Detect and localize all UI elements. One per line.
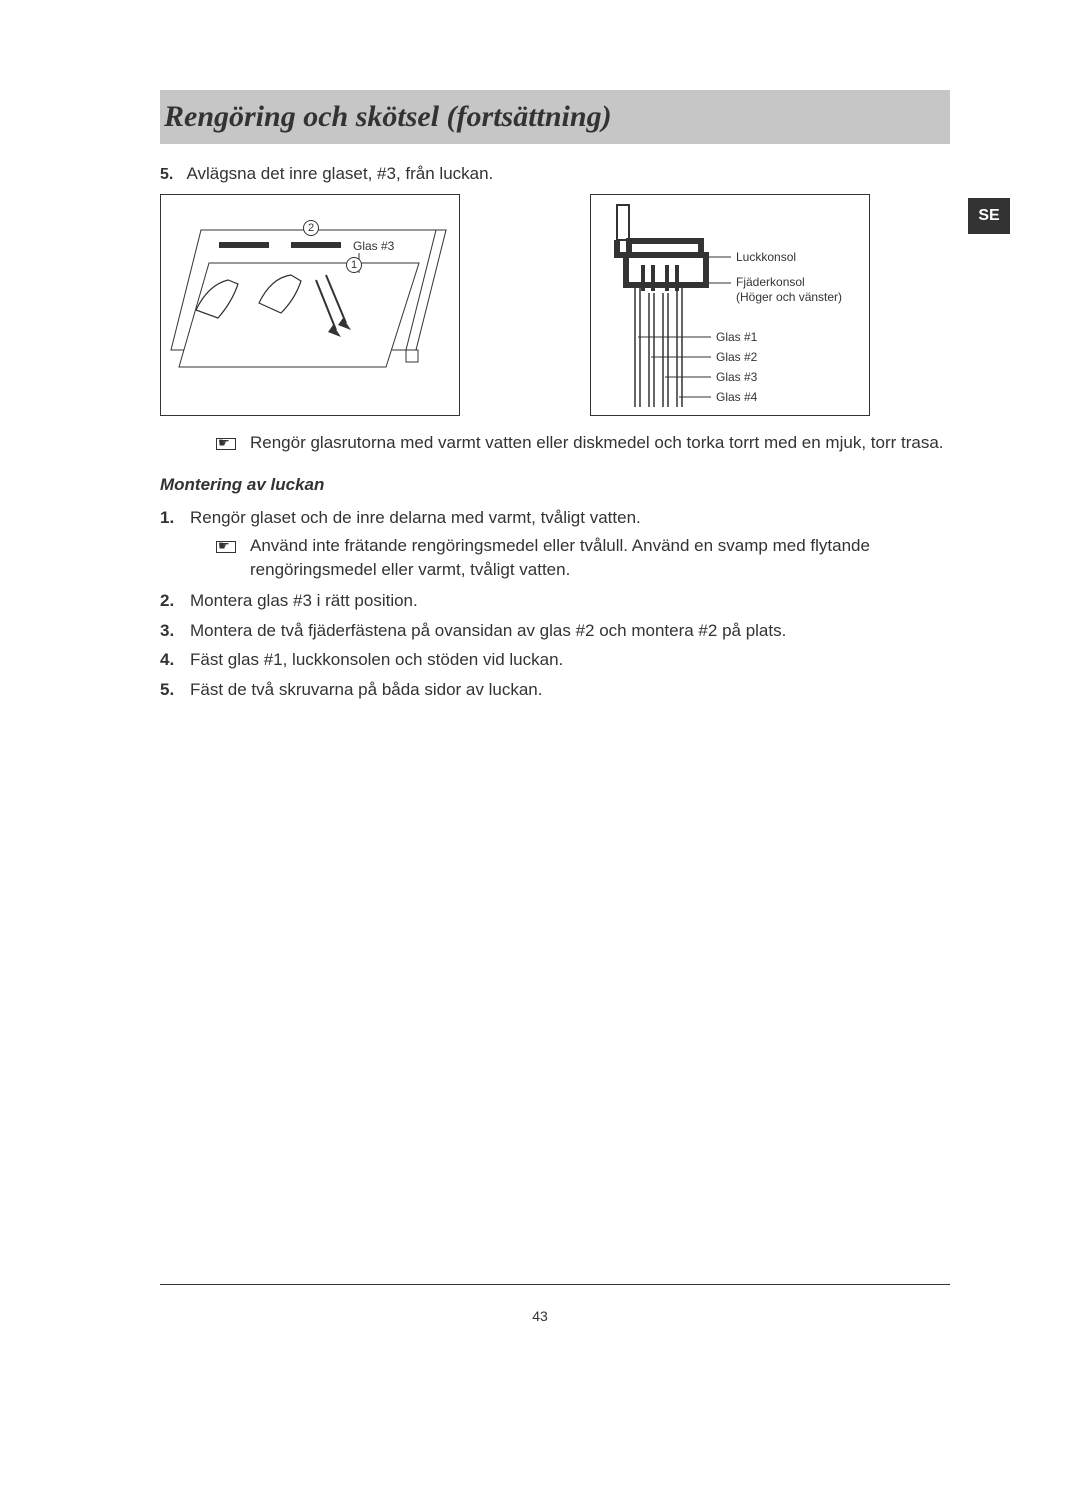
glass3-label: Glas #3 [353, 239, 394, 253]
pointing-hand-icon [216, 432, 250, 457]
label-glas4: Glas #4 [716, 390, 757, 405]
label-glas2: Glas #2 [716, 350, 757, 365]
list-item: 5. Fäst de två skruvarna på båda sidor a… [160, 677, 950, 703]
label-glas1: Glas #1 [716, 330, 757, 345]
footer-rule [160, 1284, 950, 1285]
list-item: 4. Fäst glas #1, luckkonsolen och stöden… [160, 647, 950, 673]
item-number: 5. [160, 677, 190, 703]
sub-note: Använd inte frätande rengöringsmedel ell… [216, 534, 950, 582]
language-tab: SE [968, 198, 1010, 234]
item-number: 1. [160, 505, 190, 531]
item-text: Rengör glaset och de inre delarna med va… [190, 505, 641, 531]
step-5: 5. Avlägsna det inre glaset, #3, från lu… [160, 164, 950, 184]
sub-note-text: Använd inte frätande rengöringsmedel ell… [250, 534, 950, 582]
item-number: 3. [160, 618, 190, 644]
section-title: Rengöring och skötsel (fortsättning) [164, 100, 950, 134]
step-5-text: Avlägsna det inre glaset, #3, från lucka… [186, 164, 493, 183]
label-hoger-vanster: (Höger och vänster) [736, 290, 842, 305]
figures-row: 2 1 Glas #3 [160, 194, 950, 416]
page-number: 43 [0, 1308, 1080, 1324]
figure-glass-removal: 2 1 Glas #3 [160, 194, 460, 416]
list-item: 3. Montera de två fjäderfästena på ovans… [160, 618, 950, 644]
subheading-montering: Montering av luckan [160, 475, 950, 495]
item-text: Montera de två fjäderfästena på ovansida… [190, 618, 786, 644]
cleaning-tip-text: Rengör glasrutorna med varmt vatten elle… [250, 432, 944, 457]
list-item: 1. Rengör glaset och de inre delarna med… [160, 505, 950, 531]
manual-page: Rengöring och skötsel (fortsättning) SE … [0, 0, 1080, 702]
step-5-number: 5. [160, 166, 182, 184]
label-luckkonsol: Luckkonsol [736, 250, 796, 265]
figure-cross-section: Luckkonsol Fjäderkonsol (Höger och vänst… [590, 194, 870, 416]
label-fjaderkonsol: Fjäderkonsol [736, 275, 805, 290]
label-glas3: Glas #3 [716, 370, 757, 385]
section-title-bar: Rengöring och skötsel (fortsättning) [160, 90, 950, 144]
callout-1: 1 [346, 257, 362, 273]
list-item: 2. Montera glas #3 i rätt position. [160, 588, 950, 614]
item-number: 2. [160, 588, 190, 614]
item-text: Fäst de två skruvarna på båda sidor av l… [190, 677, 542, 703]
item-number: 4. [160, 647, 190, 673]
callout-2: 2 [303, 220, 319, 236]
item-text: Fäst glas #1, luckkonsolen och stöden vi… [190, 647, 563, 673]
item-text: Montera glas #3 i rätt position. [190, 588, 418, 614]
cleaning-tip: Rengör glasrutorna med varmt vatten elle… [216, 432, 950, 457]
pointing-hand-icon [216, 534, 250, 582]
